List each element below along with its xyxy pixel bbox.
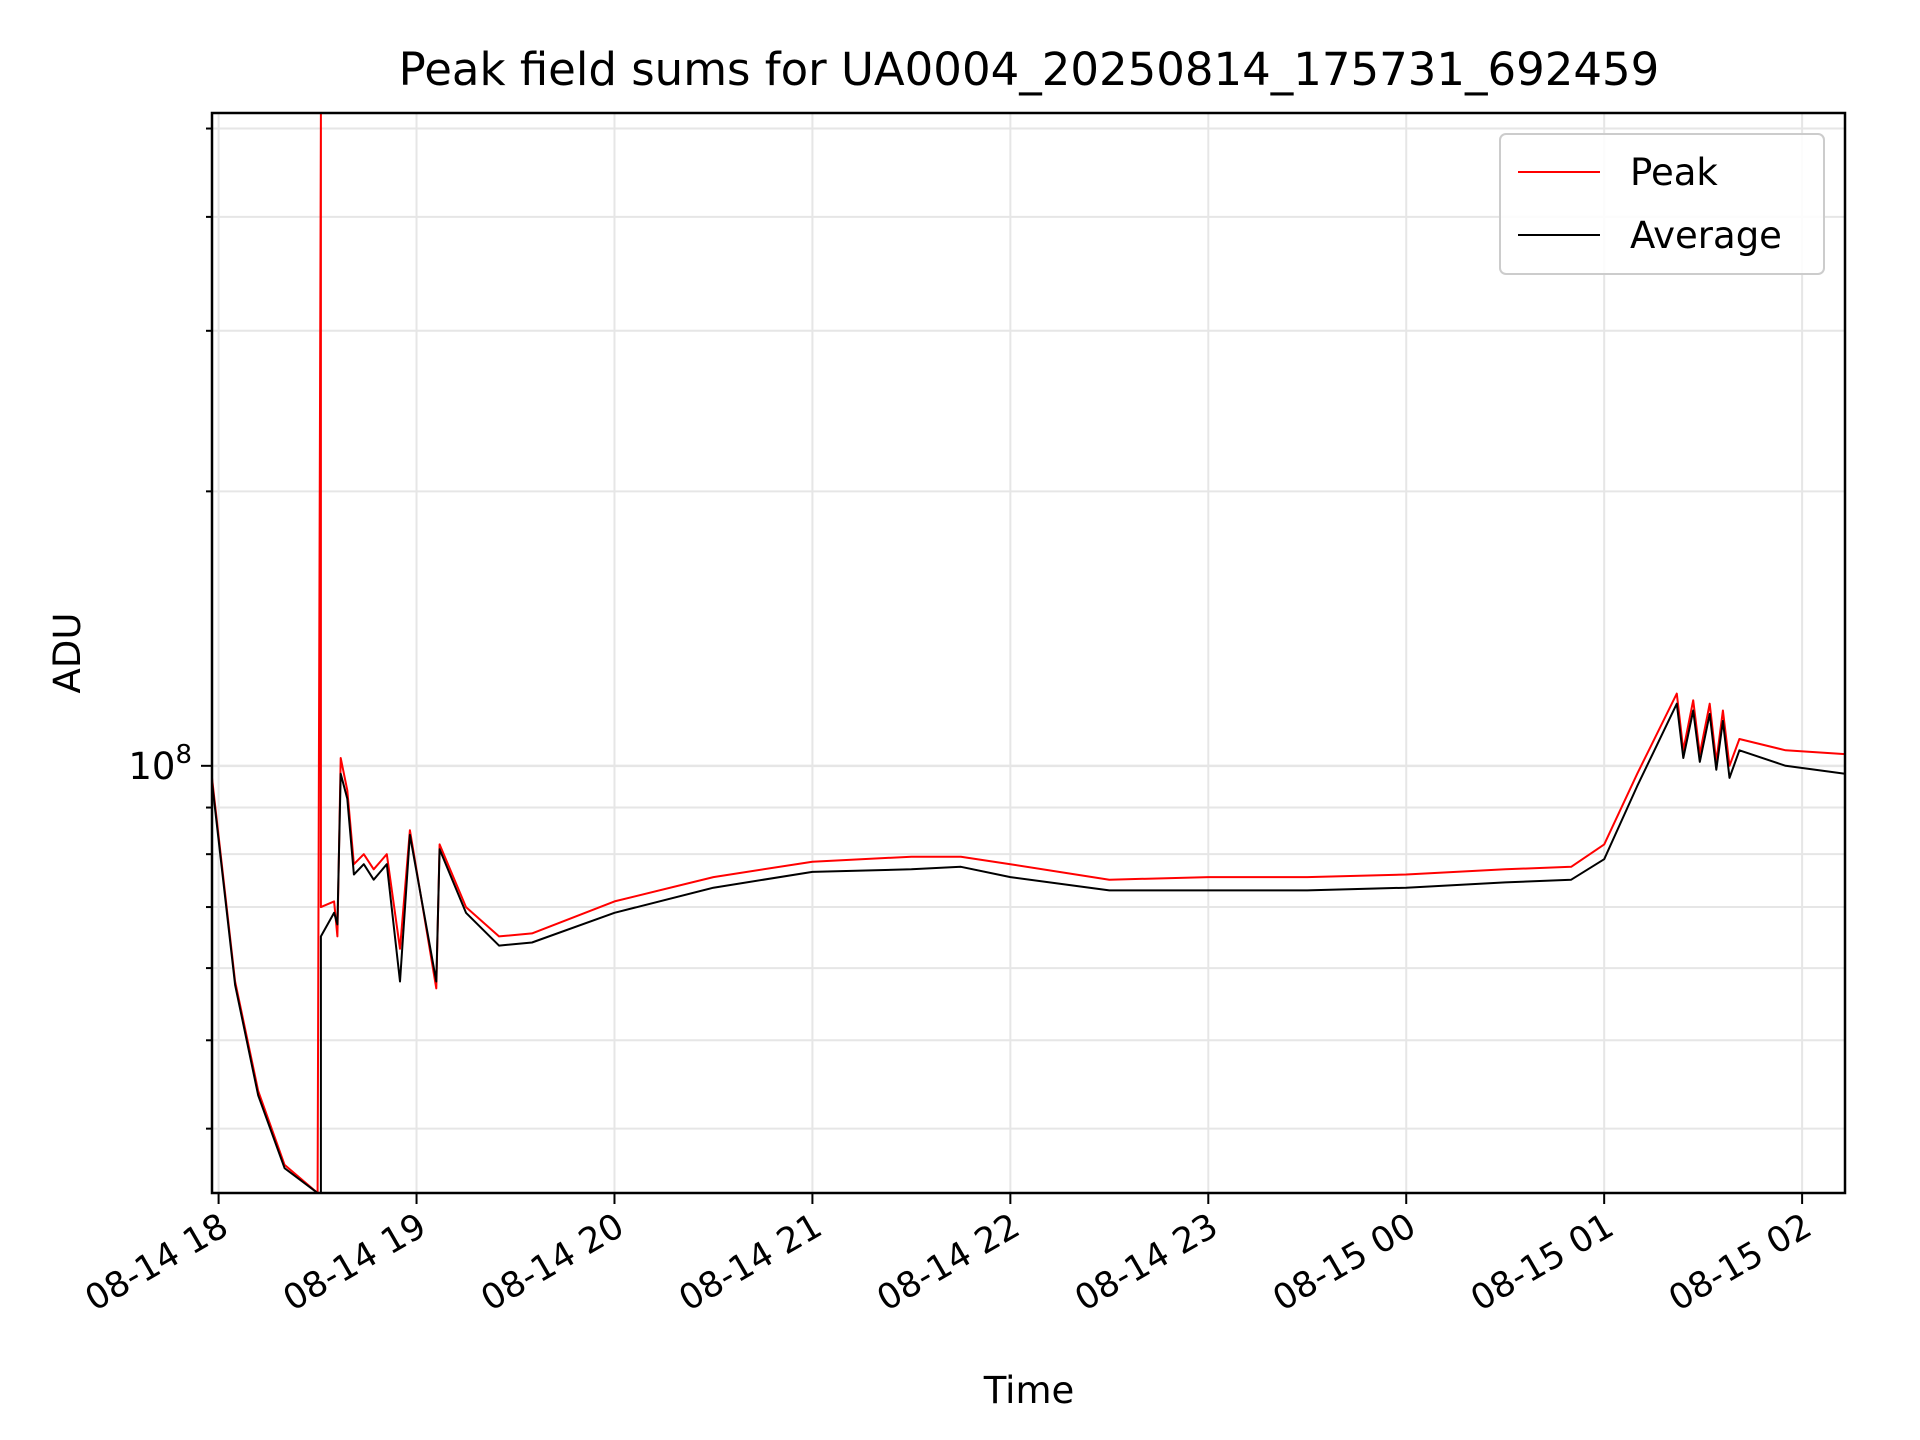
- grid: [212, 113, 1845, 1193]
- chart-title: Peak field sums for UA0004_20250814_1757…: [399, 43, 1660, 96]
- y-tick-exponent: 8: [175, 740, 192, 770]
- x-tick-label: 08-14 22: [871, 1206, 1027, 1319]
- x-tick-label: 08-14 18: [79, 1206, 235, 1319]
- legend-label: Average: [1630, 214, 1782, 257]
- series-line-average: [212, 702, 1845, 1193]
- x-tick-label: 08-15 00: [1266, 1206, 1422, 1319]
- x-tick-label: 08-14 19: [277, 1206, 433, 1319]
- x-tick-label: 08-14 23: [1069, 1206, 1225, 1319]
- x-tick-label: 08-14 20: [475, 1206, 631, 1319]
- axes-frame: [210, 111, 1847, 1195]
- y-tick-mantissa: 10: [128, 745, 175, 788]
- legend: Peak Average: [1499, 133, 1825, 275]
- y-axis-label: ADU: [46, 613, 89, 694]
- legend-box: [1499, 133, 1825, 275]
- y-tick-label: 108: [128, 740, 192, 788]
- x-tick-label: 08-15 01: [1464, 1206, 1620, 1319]
- legend-label: Peak: [1630, 151, 1718, 194]
- plot-area: [212, 113, 1845, 1193]
- x-tick-label: 08-14 21: [673, 1206, 829, 1319]
- x-tick-label: 08-15 02: [1662, 1206, 1818, 1319]
- axis-ticks: 108 08-14 18 08-14 19 08-14 20 08-14 21 08-14…: [79, 127, 1819, 1319]
- series-line-peak: [212, 113, 1845, 1193]
- x-axis-label: Time: [983, 1369, 1075, 1412]
